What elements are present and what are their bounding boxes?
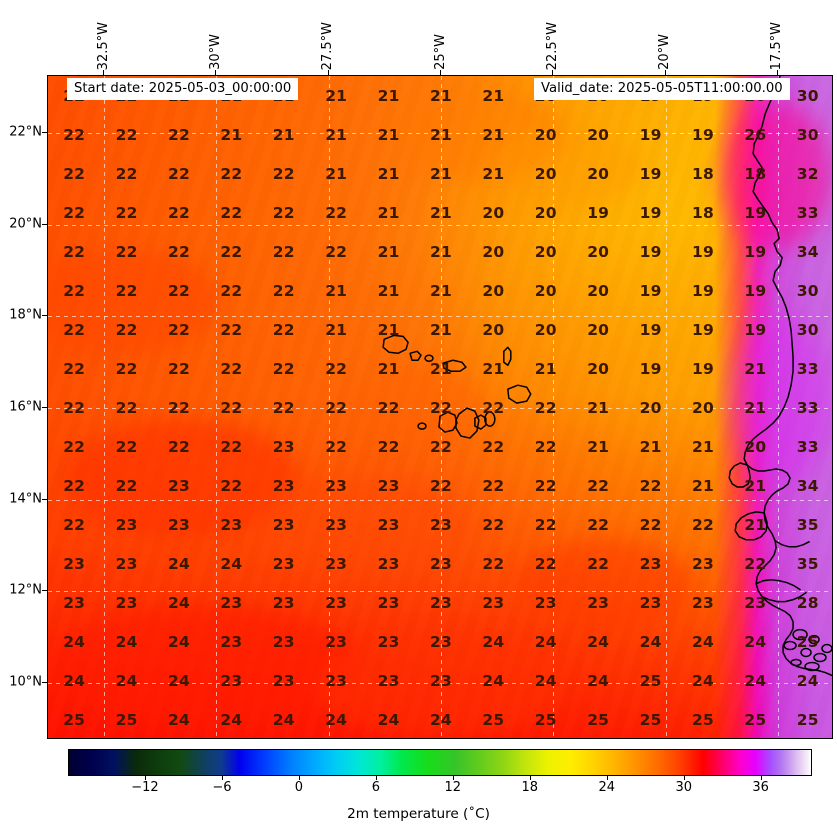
- y-tick-mark: [42, 132, 47, 134]
- x-tick-label: 32.5°W: [93, 8, 113, 70]
- x-tick-label: 30°W: [205, 8, 225, 70]
- y-tick-label: 18°N: [9, 307, 42, 323]
- y-tick-mark: [42, 407, 47, 408]
- x-tick-text: 22.5°W: [544, 21, 560, 70]
- x-tick-mark: [552, 70, 554, 75]
- valid-date-annotation: Valid_date: 2025-05-05T11:00:00.00: [534, 78, 790, 101]
- colorbar-tick-mark: [144, 776, 146, 780]
- colorbar-tick-mark: [606, 776, 608, 780]
- x-tick-text: 30°W: [207, 34, 223, 70]
- colorbar-tick-label: −12: [131, 780, 159, 795]
- x-tick-label: 27.5°W: [318, 8, 338, 70]
- x-tick-text: 32.5°W: [95, 21, 111, 70]
- y-tick-label: 22°N: [9, 124, 42, 140]
- x-tick-mark: [215, 70, 217, 75]
- x-tick-label: 22.5°W: [542, 8, 562, 70]
- x-tick-text: 27.5°W: [320, 21, 336, 70]
- x-tick-text: 20°W: [657, 34, 673, 70]
- x-tick-mark: [440, 70, 441, 75]
- map-plot-area[interactable]: 2222222121212121212020191926302222222121…: [47, 75, 833, 739]
- colorbar-tick-mark: [452, 776, 454, 780]
- x-tick-text: 17.5°W: [769, 21, 785, 70]
- x-tick-mark: [664, 70, 666, 75]
- colorbar-tick-mark: [683, 776, 685, 780]
- x-tick-mark: [327, 70, 329, 75]
- colorbar-tick-label: 6: [371, 780, 380, 795]
- x-tick-label: 20°W: [655, 8, 675, 70]
- x-tick-mark: [103, 70, 105, 75]
- y-tick-mark: [42, 223, 47, 225]
- x-tick-label: 17.5°W: [767, 8, 787, 70]
- start-date-annotation: Start date: 2025-05-03_00:00:00: [67, 78, 299, 101]
- colorbar-tick-mark: [298, 776, 300, 780]
- y-tick-label: 14°N: [9, 491, 42, 507]
- colorbar-gradient: [69, 750, 811, 775]
- colorbar-tick-label: −6: [212, 780, 232, 795]
- y-tick-label: 10°N: [9, 674, 42, 690]
- colorbar-tick-mark: [760, 776, 762, 780]
- colorbar-tick-label: 0: [294, 780, 304, 795]
- y-tick-label: 20°N: [9, 216, 42, 232]
- x-tick-text: 25°W: [432, 34, 448, 70]
- temperature-raster: [48, 76, 832, 738]
- y-tick-mark: [42, 681, 47, 683]
- colorbar-tick-mark: [221, 776, 223, 780]
- colorbar-tick-label: 36: [752, 780, 769, 795]
- x-tick-label: 25°W: [430, 8, 450, 70]
- y-tick-label: 16°N: [9, 399, 42, 415]
- colorbar-title: 2m temperature (˚C): [347, 806, 490, 822]
- y-tick-label: 12°N: [9, 582, 42, 598]
- y-tick-mark: [42, 590, 47, 592]
- colorbar-tick-label: 12: [444, 780, 462, 795]
- colorbar-tick-mark: [529, 776, 531, 780]
- colorbar-tick-label: 24: [598, 780, 616, 795]
- colorbar-tick-mark: [375, 776, 377, 780]
- colorbar-tick-label: 18: [521, 780, 539, 795]
- colorbar[interactable]: [68, 749, 812, 776]
- y-tick-mark: [42, 315, 47, 317]
- y-tick-mark: [42, 498, 47, 500]
- x-tick-mark: [776, 70, 778, 75]
- colorbar-tick-label: 30: [675, 780, 692, 795]
